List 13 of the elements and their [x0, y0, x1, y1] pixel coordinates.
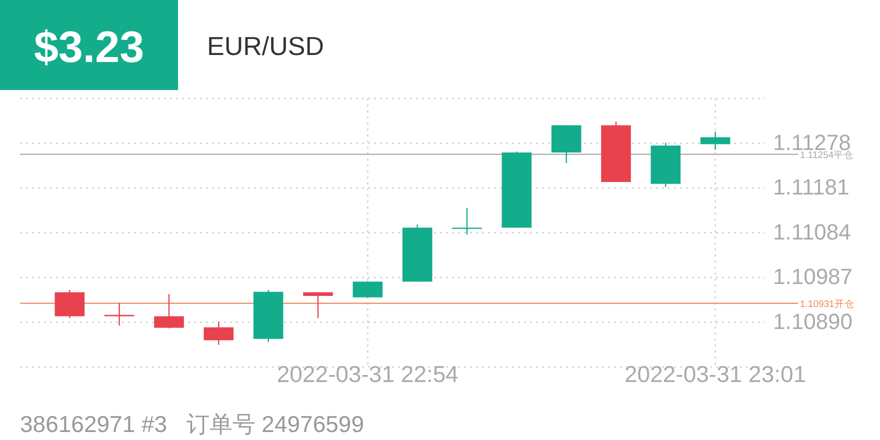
- chart-title: EUR/USD: [207, 31, 324, 61]
- y-tick-label: 1.10987: [773, 264, 853, 290]
- y-tick-label: 1.10890: [773, 308, 853, 334]
- text: 386162971 #3 订单号 24976599: [20, 411, 364, 437]
- x-tick-label: 2022-03-31 22:54: [276, 361, 459, 387]
- ref-line-label: 1.11254平仓: [800, 149, 854, 162]
- y-tick-label: 1.11084: [773, 219, 851, 244]
- candlestick: [452, 207, 482, 236]
- candlestick: [104, 302, 134, 326]
- y-tick-label: 1.11181: [773, 174, 850, 200]
- x-tick-label: 2022-03-31 23:01: [624, 361, 806, 387]
- ref-line-label: 1.10931开仓: [800, 298, 854, 310]
- text: $3.23: [34, 23, 144, 72]
